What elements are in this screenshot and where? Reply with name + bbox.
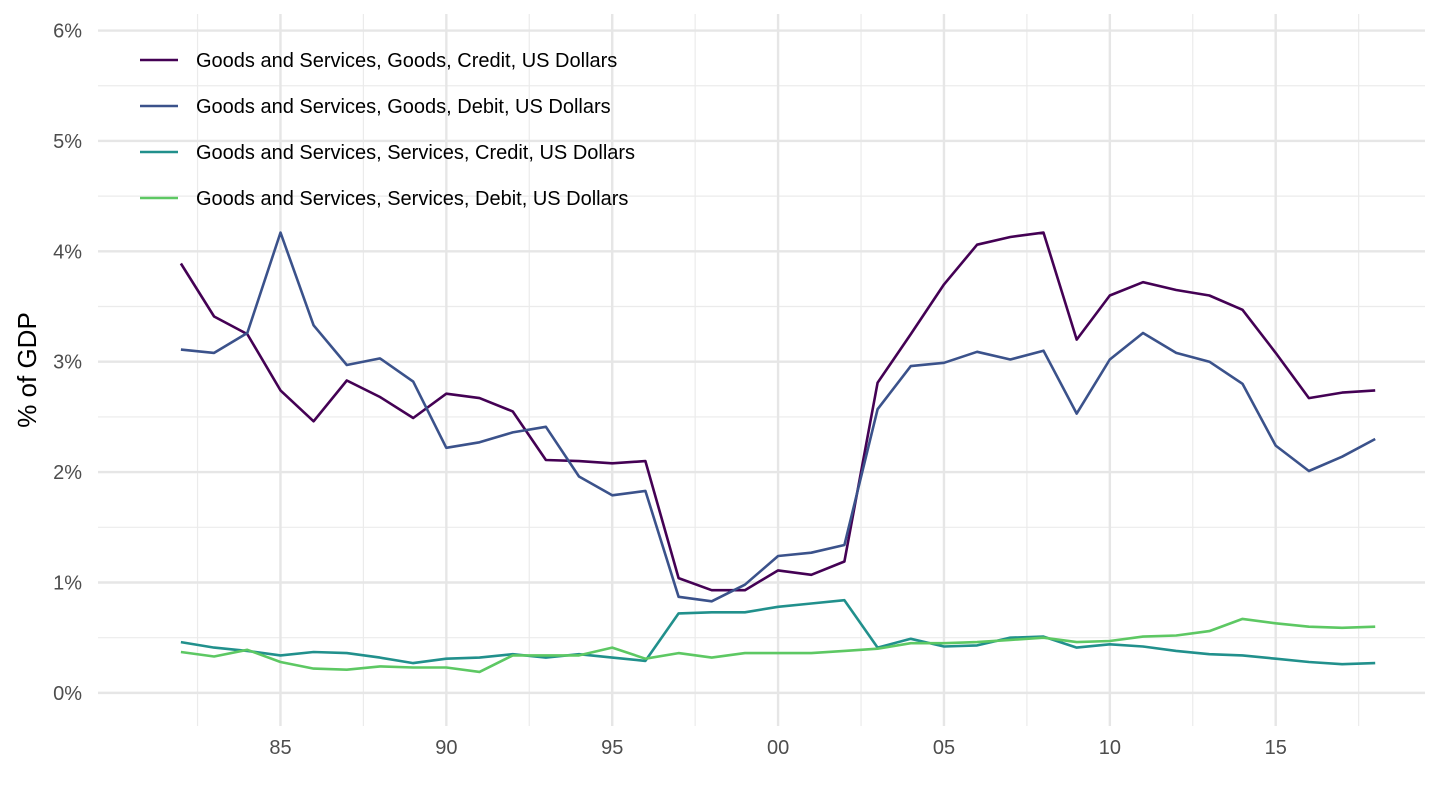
y-tick-label: 3% bbox=[53, 352, 82, 374]
legend-label-2: Goods and Services, Goods, Debit, US Dol… bbox=[196, 96, 611, 118]
x-tick-label: 05 bbox=[933, 737, 955, 759]
series-line-4 bbox=[180, 617, 1376, 674]
legend: Goods and Services, Goods, Credit, US Do… bbox=[140, 50, 635, 210]
series-line-1 bbox=[179, 231, 1376, 592]
legend-label-4: Goods and Services, Services, Debit, US … bbox=[196, 188, 628, 210]
y-tick-label: 0% bbox=[53, 683, 82, 705]
x-tick-label: 95 bbox=[601, 737, 623, 759]
y-axis-title: % of GDP bbox=[12, 312, 42, 428]
series-line-3 bbox=[180, 598, 1376, 666]
y-tick-label: 4% bbox=[53, 241, 82, 263]
x-tick-label: 85 bbox=[269, 737, 291, 759]
y-axis-tick-labels: 0% 1% 2% 3% 4% 5% 6% bbox=[53, 21, 82, 705]
y-tick-label: 5% bbox=[53, 131, 82, 153]
major-gridlines bbox=[98, 14, 1425, 726]
x-tick-label: 00 bbox=[767, 737, 789, 759]
y-tick-label: 1% bbox=[53, 572, 82, 594]
x-tick-label: 15 bbox=[1265, 737, 1287, 759]
y-tick-label: 6% bbox=[53, 21, 82, 43]
legend-label-3: Goods and Services, Services, Credit, US… bbox=[196, 142, 635, 164]
legend-label-1: Goods and Services, Goods, Credit, US Do… bbox=[196, 50, 617, 72]
x-axis-tick-labels: 85 90 95 00 05 10 15 bbox=[269, 737, 1287, 759]
y-tick-label: 2% bbox=[53, 462, 82, 484]
series-lines bbox=[179, 231, 1376, 674]
series-line-2 bbox=[180, 231, 1376, 603]
x-tick-label: 90 bbox=[435, 737, 457, 759]
minor-gridlines bbox=[98, 14, 1425, 726]
x-tick-label: 10 bbox=[1099, 737, 1121, 759]
